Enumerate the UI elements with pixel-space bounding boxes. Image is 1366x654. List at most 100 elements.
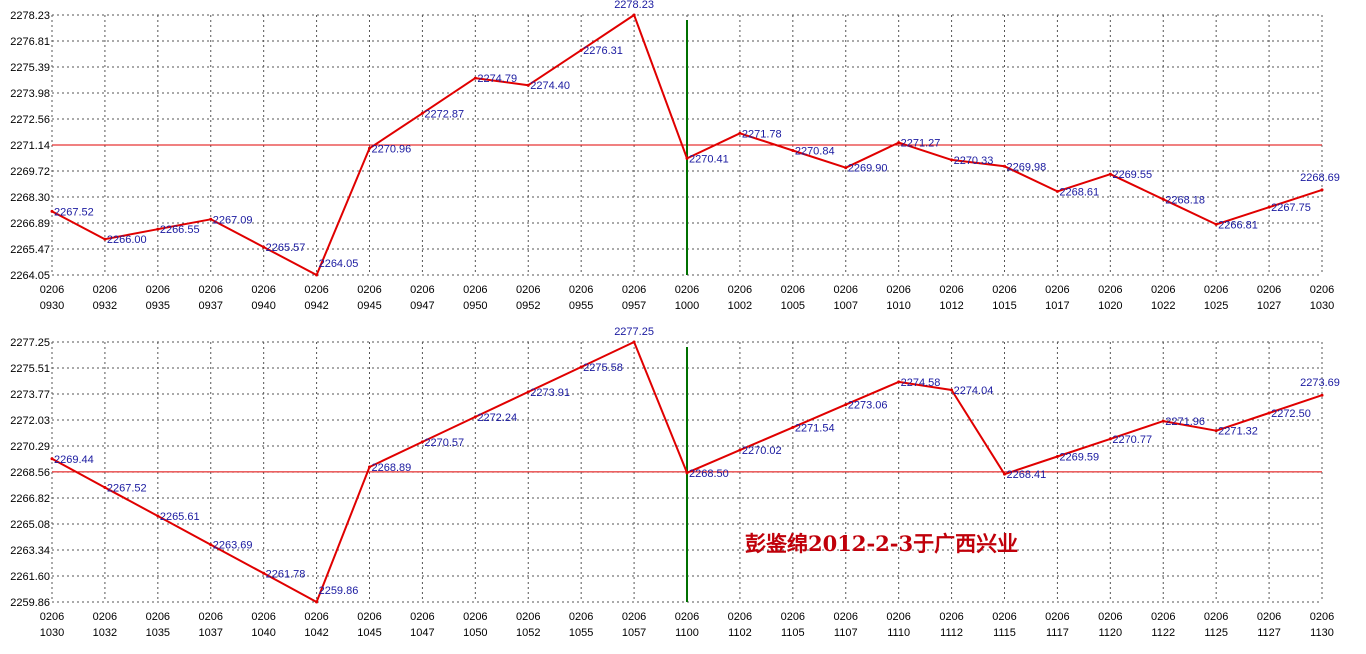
x-tick-label: 0206 0955 [569,284,593,312]
data-point [473,415,477,419]
data-point [526,390,530,394]
x-tick-label: 0206 1045 [357,611,381,639]
y-tick-label: 2265.47 [10,244,50,256]
data-label: 2267.75 [1271,202,1311,214]
data-point [738,448,742,452]
data-label: 2269.90 [848,163,888,175]
x-tick-label: 0206 0945 [357,284,381,312]
x-tick-label: 0206 1010 [886,284,910,312]
data-label: 2268.69 [1300,172,1340,184]
data-point [315,600,319,604]
data-label: 2266.00 [107,234,147,246]
y-tick-label: 2273.77 [10,389,50,401]
chart-panel-1: 2278.23 2276.81 2275.39 2273.98 2272.56 2271.… [10,0,1340,312]
data-point [897,141,901,145]
data-label: 2268.18 [1165,194,1205,206]
x-tick-label: 0206 1005 [781,284,805,312]
data-label: 2269.98 [1007,161,1047,173]
x-tick-label: 0206 1130 [1310,611,1334,639]
data-label: 2276.31 [583,45,623,57]
x-tick-label: 0206 0947 [410,284,434,312]
x-tick-label: 0206 1030 [40,611,64,639]
x-tick-label: 0206 1115 [992,611,1016,639]
data-point [209,217,213,221]
data-label: 2272.50 [1271,408,1311,420]
data-label: 2272.87 [424,108,464,120]
y-tick-label: 2273.98 [10,88,50,100]
data-label: 2270.57 [424,437,464,449]
x-tick-label: 0206 1100 [675,611,699,639]
y-tick-label: 2277.25 [10,337,50,349]
data-label: 2261.78 [266,568,306,580]
data-label: 2265.57 [266,242,306,254]
data-point [420,440,424,444]
chart-panel-2: 2277.25 2275.51 2273.77 2272.03 2270.29 2268.… [10,326,1340,639]
x-tick-label: 0206 0957 [622,284,646,312]
data-label: 2269.55 [1112,169,1152,181]
x-tick-label: 0206 1055 [569,611,593,639]
data-label: 2270.77 [1112,434,1152,446]
y-tick-label: 2272.56 [10,114,50,126]
data-point [1214,222,1218,226]
x-tick-label: 0206 0950 [463,284,487,312]
y-tick-label: 2266.82 [10,493,50,505]
y-tick-label: 2275.39 [10,62,50,74]
data-point [1214,429,1218,433]
data-point [473,76,477,80]
data-label: 2272.24 [477,412,517,424]
data-point [103,485,107,489]
data-point [50,457,54,461]
y-tick-label: 2265.08 [10,519,50,531]
data-label: 2268.89 [372,462,412,474]
x-tick-label: 0206 1102 [728,611,752,639]
data-label: 2271.32 [1218,426,1258,438]
x-tick-label: 0206 0940 [251,284,275,312]
data-label: 2274.04 [954,385,994,397]
x-tick-label: 0206 1012 [939,284,963,312]
x-tick-label: 0206 1017 [1045,284,1069,312]
data-label: 2266.55 [160,224,200,236]
data-label: 2275.58 [583,362,623,374]
x-tick-label: 0206 1027 [1257,284,1281,312]
x-tick-label: 0206 1025 [1204,284,1228,312]
data-label: 2273.06 [848,400,888,412]
data-label: 2278.23 [614,0,654,11]
data-point [50,209,54,213]
data-point [526,83,530,87]
data-point [1108,172,1112,176]
y-tick-label: 2270.29 [10,441,50,453]
x-tick-label: 0206 1107 [834,611,858,639]
data-point [1161,419,1165,423]
x-tick-label: 0206 1050 [463,611,487,639]
y-tick-label: 2268.56 [10,467,50,479]
x-tick-label: 0206 1105 [781,611,805,639]
y-tick-label: 2266.89 [10,218,50,230]
data-point [791,149,795,153]
y-tick-label: 2272.03 [10,415,50,427]
data-point [1055,189,1059,193]
y-tick-label: 2259.86 [10,597,50,609]
data-label: 2274.58 [901,377,941,389]
x-tick-label: 0206 1002 [728,284,752,312]
data-label: 2269.44 [54,454,94,466]
data-point [209,543,213,547]
data-label: 2271.96 [1165,416,1205,428]
x-tick-label: 0206 1040 [251,611,275,639]
data-point [844,166,848,170]
x-tick-label: 0206 1122 [1151,611,1175,639]
data-point [1108,437,1112,441]
x-tick-label: 0206 1015 [992,284,1016,312]
data-label: 2271.54 [795,422,835,434]
data-point [632,340,636,344]
data-label: 2277.25 [614,326,654,338]
x-tick-label: 0206 0932 [93,284,117,312]
data-label: 2273.91 [530,387,570,399]
x-tick-label: 0206 1117 [1045,611,1069,639]
x-tick-label: 0206 1125 [1204,611,1228,639]
x-tick-label: 0206 1127 [1257,611,1281,639]
x-tick-label: 0206 1112 [939,611,963,639]
data-label: 2264.05 [319,258,359,270]
data-label: 2271.27 [901,138,941,150]
data-label: 2263.69 [213,540,253,552]
data-point [632,13,636,17]
